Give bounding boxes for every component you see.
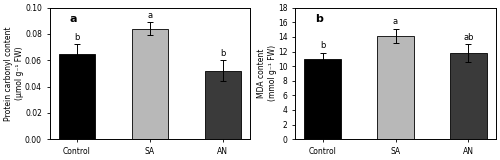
Text: b: b <box>220 49 226 58</box>
Text: a: a <box>70 14 77 24</box>
Bar <box>378 36 414 139</box>
Bar <box>450 53 486 139</box>
Text: b: b <box>320 41 326 50</box>
Bar <box>58 54 95 139</box>
Text: b: b <box>316 14 323 24</box>
Text: b: b <box>74 33 80 42</box>
Bar <box>204 71 241 139</box>
Y-axis label: Protein carbonyl content
(μmol g⁻¹ FW): Protein carbonyl content (μmol g⁻¹ FW) <box>4 26 24 121</box>
Text: a: a <box>148 11 152 20</box>
Bar <box>132 29 168 139</box>
Bar <box>304 59 341 139</box>
Text: a: a <box>393 17 398 26</box>
Text: ab: ab <box>463 33 473 42</box>
Y-axis label: MDA content
(mmol g⁻¹ FW): MDA content (mmol g⁻¹ FW) <box>257 45 276 101</box>
